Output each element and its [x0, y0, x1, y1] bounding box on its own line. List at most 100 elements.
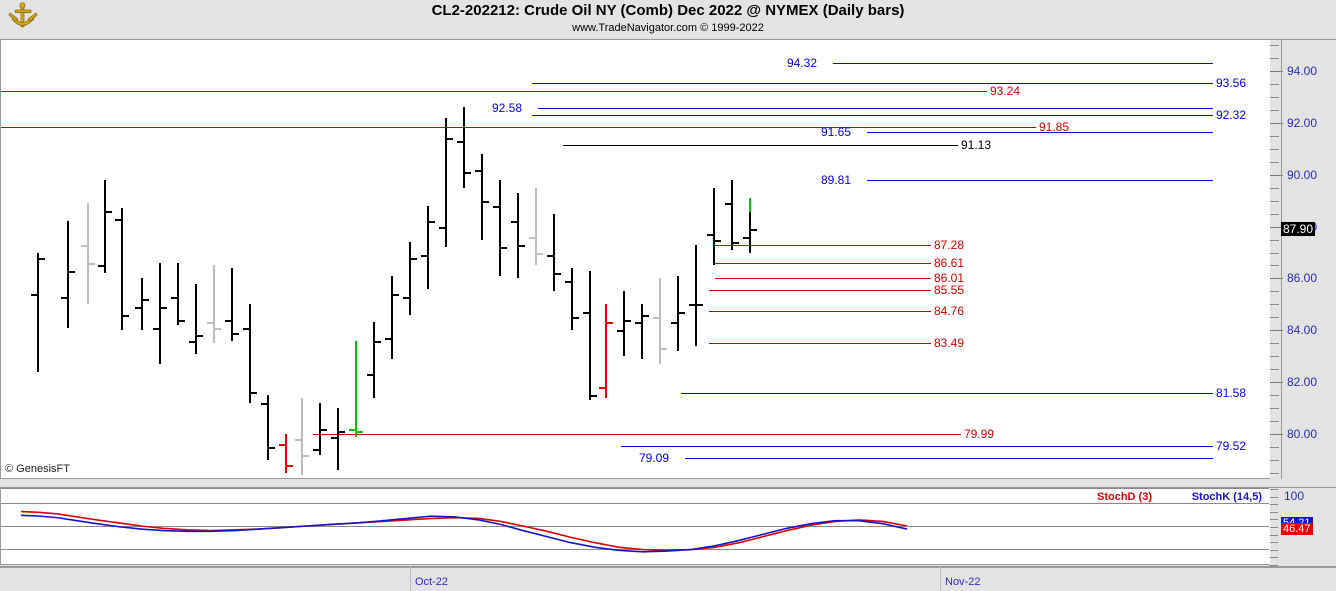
ohlc-bar[interactable] [177, 262, 179, 326]
stochastic-plot-area[interactable] [1, 488, 1269, 564]
ohlc-bar[interactable] [285, 433, 287, 473]
price-axis-tick [1270, 330, 1283, 332]
ohlc-bar[interactable] [213, 265, 215, 344]
ohlc-bar[interactable] [749, 198, 751, 253]
ohlc-bar[interactable] [605, 304, 607, 398]
price-level-line[interactable] [715, 278, 931, 280]
price-level-line[interactable] [867, 179, 1213, 181]
ohlc-open-tick [583, 312, 589, 315]
price-level-line[interactable] [685, 457, 1213, 459]
ohlc-bar[interactable] [104, 179, 106, 274]
price-level-line[interactable] [833, 62, 1213, 64]
ohlc-bar[interactable] [589, 270, 591, 401]
ohlc-close-tick [161, 306, 167, 309]
price-level-line[interactable] [1, 90, 987, 92]
ohlc-bar[interactable] [445, 117, 447, 248]
price-level-label: 85.55 [934, 283, 965, 298]
ohlc-bar[interactable] [499, 179, 501, 276]
price-level-line[interactable] [532, 114, 1213, 116]
ohlc-bar[interactable] [481, 154, 483, 240]
price-level-line[interactable] [715, 262, 931, 264]
price-level-label: 93.56 [1216, 75, 1247, 90]
ohlc-bar[interactable] [319, 402, 321, 455]
price-axis-label: 94.00 [1287, 64, 1318, 79]
ohlc-bar[interactable] [141, 278, 143, 331]
price-axis-tick [1270, 433, 1283, 435]
ohlc-bar[interactable] [337, 408, 339, 471]
ohlc-bar[interactable] [571, 268, 573, 331]
ohlc-close-tick [123, 314, 129, 317]
ohlc-bar[interactable] [623, 291, 625, 357]
ohlc-bar[interactable] [267, 395, 269, 460]
chart-subtitle: www.TradeNavigator.com © 1999-2022 [572, 22, 764, 34]
ohlc-bar[interactable] [659, 278, 661, 364]
price-axis-tick [1270, 343, 1279, 345]
price-level-label: 91.85 [1039, 119, 1070, 134]
ohlc-bar[interactable] [249, 304, 251, 403]
price-axis-label: 84.00 [1287, 323, 1318, 338]
date-axis[interactable]: Oct-22 Nov-22 [0, 566, 1336, 591]
stochastic-axis-tick [1270, 496, 1278, 498]
ohlc-bar[interactable] [301, 397, 303, 476]
ohlc-close-tick [269, 446, 275, 449]
ohlc-bar[interactable] [427, 205, 429, 289]
price-axis-tick [1270, 382, 1283, 384]
ohlc-bar[interactable] [87, 203, 89, 305]
ohlc-bar[interactable] [677, 275, 679, 351]
stochastic-pane[interactable]: StochD (3) StochK (14,5) [0, 487, 1270, 565]
price-level-line[interactable] [563, 145, 958, 147]
price-level-label: 86.61 [934, 255, 965, 270]
price-level-line[interactable] [709, 343, 931, 345]
ohlc-bar[interactable] [159, 262, 161, 364]
stoch-d-legend: StochD (3) [1097, 491, 1152, 503]
price-axis-tick [1270, 161, 1279, 163]
price-level-line[interactable] [709, 290, 931, 292]
price-axis-tick [1270, 45, 1279, 47]
stochastic-axis-tick [1270, 489, 1278, 490]
ohlc-open-tick [115, 218, 121, 221]
price-axis[interactable]: 94.0092.0090.0088.0086.0084.0082.0080.00… [1270, 39, 1336, 479]
price-level-line[interactable] [538, 107, 1213, 109]
price-level-line[interactable] [681, 392, 1213, 394]
ohlc-bar[interactable] [195, 283, 197, 354]
price-plot-area[interactable]: 94.32 93.56 93.24 92.58 92.32 91.85 91.65 91.13… [1, 40, 1269, 478]
ohlc-bar[interactable] [231, 268, 233, 341]
ohlc-open-tick [171, 296, 177, 299]
ohlc-bar[interactable] [535, 187, 537, 266]
stochastic-gridline [1, 503, 1269, 505]
ohlc-bar[interactable] [355, 340, 357, 437]
price-pane[interactable]: 94.32 93.56 93.24 92.58 92.32 91.85 91.65 91.13… [0, 39, 1270, 479]
ohlc-bar[interactable] [695, 244, 697, 346]
ohlc-open-tick [671, 322, 677, 325]
ohlc-open-tick [511, 221, 517, 224]
ohlc-bar[interactable] [463, 107, 465, 188]
price-level-line[interactable] [621, 446, 1213, 448]
price-level-label: 84.76 [934, 303, 965, 318]
ohlc-bar[interactable] [553, 213, 555, 292]
ohlc-bar[interactable] [373, 322, 375, 398]
price-level-line[interactable] [532, 82, 1213, 84]
ohlc-bar[interactable] [641, 304, 643, 359]
stochastic-gridline [1, 488, 1269, 489]
price-level-line[interactable] [709, 310, 931, 312]
ohlc-close-tick [106, 211, 112, 214]
price-level-line[interactable] [1, 126, 1036, 128]
price-level-label: 93.24 [990, 83, 1021, 98]
ohlc-open-tick [313, 449, 319, 452]
ohlc-bar[interactable] [67, 221, 69, 328]
ohlc-bar[interactable] [409, 242, 411, 315]
ohlc-bar[interactable] [731, 179, 733, 250]
ohlc-close-tick [697, 304, 703, 307]
price-level-line[interactable] [313, 434, 961, 436]
ohlc-bar[interactable] [517, 192, 519, 279]
ohlc-bar[interactable] [121, 208, 123, 331]
ohlc-bar[interactable] [37, 252, 39, 372]
ohlc-bar[interactable] [391, 275, 393, 359]
stochastic-axis-tick [1270, 519, 1278, 521]
ohlc-close-tick [733, 242, 739, 245]
price-level-line[interactable] [715, 245, 931, 247]
ohlc-bar[interactable] [713, 187, 715, 266]
price-level-label: 79.99 [964, 427, 995, 442]
price-level-label: 81.58 [1216, 385, 1247, 400]
price-level-line[interactable] [867, 132, 1213, 133]
